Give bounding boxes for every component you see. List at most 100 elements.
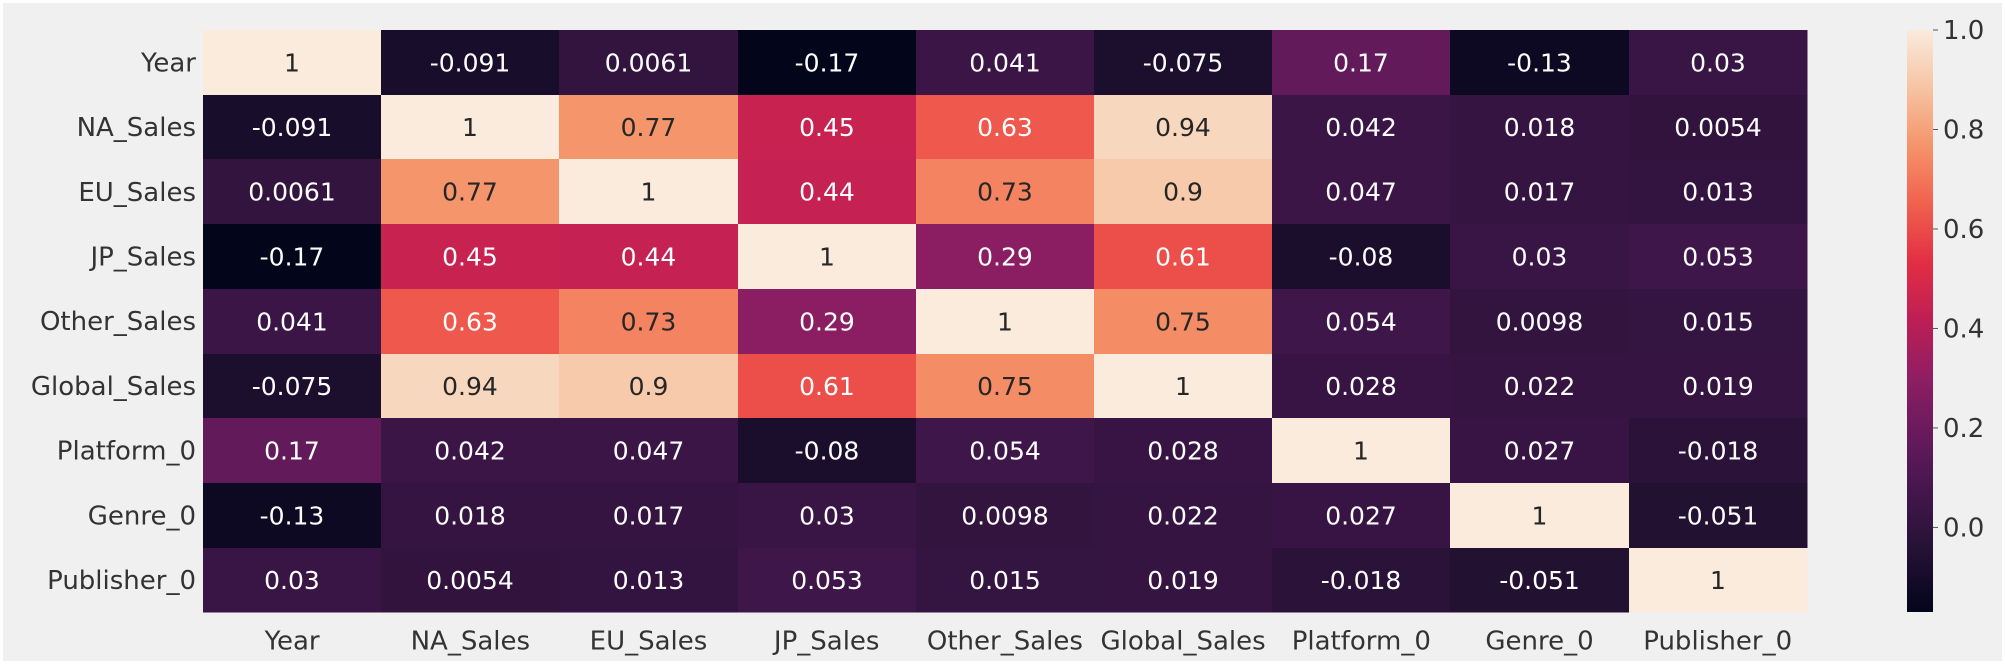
cell-value-label: 0.61 [799, 372, 855, 401]
cell-value-label: 0.29 [977, 243, 1033, 272]
cell-value-label: 0.018 [434, 502, 506, 531]
heatmap-chart: 1 -0.091 0.0061 -0.17 0.041 -0.075 0.17 -0.13 0.… [31, 16, 1985, 656]
colorbar-tick-label: 0.2 [1943, 414, 1984, 444]
heatmap-cell [1450, 30, 1630, 96]
cell-value-label: 0.017 [613, 502, 685, 531]
cell-value-label: 0.45 [799, 113, 855, 142]
heatmap-cell [1094, 483, 1273, 549]
heatmap-cell [1094, 30, 1273, 96]
heatmap-cell [1094, 95, 1273, 160]
heatmap-cell [1450, 418, 1630, 484]
heatmap-cell [559, 159, 739, 225]
heatmap-cell [1272, 483, 1451, 549]
heatmap-cell [559, 418, 739, 484]
cell-value-label: -0.17 [260, 243, 325, 272]
cell-value-label: 0.017 [1504, 178, 1576, 207]
heatmap-cell [559, 483, 739, 549]
heatmap-cell [1272, 289, 1451, 355]
y-tick-label: Other_Sales [40, 307, 196, 337]
heatmap-cell [381, 95, 560, 160]
colorbar-tick-label: 1.0 [1943, 16, 1984, 46]
cell-value-label: 0.053 [791, 566, 863, 595]
heatmap-cell [1272, 224, 1451, 290]
y-tick-label: JP_Sales [88, 242, 196, 272]
heatmap-cell [1272, 548, 1451, 613]
heatmap-cell [738, 30, 917, 96]
heatmap-cell [1272, 95, 1451, 160]
x-tick-label: Genre_0 [1485, 626, 1593, 656]
cell-value-label: 0.019 [1147, 566, 1219, 595]
cell-value-label: 0.0054 [426, 566, 513, 595]
cell-value-label: 0.73 [977, 178, 1033, 207]
cell-value-label: 0.29 [799, 308, 855, 337]
x-tick-label: Other_Sales [927, 626, 1083, 656]
cell-value-label: 0.0061 [605, 49, 692, 78]
x-tick-label: Platform_0 [1292, 626, 1431, 656]
heatmap-cell [1629, 354, 1808, 419]
cell-value-label: 1 [1532, 502, 1548, 531]
cell-value-label: 1 [641, 178, 657, 207]
cell-value-label: -0.091 [252, 113, 333, 142]
heatmap-cell [559, 354, 739, 419]
cell-value-label: 0.03 [1512, 243, 1568, 272]
cell-value-label: 0.013 [1682, 178, 1754, 207]
cell-value-label: 1 [284, 49, 300, 78]
heatmap-cell [1629, 548, 1808, 613]
cell-value-label: 0.63 [442, 308, 498, 337]
cell-value-label: 0.77 [442, 178, 498, 207]
heatmap-cell [1094, 418, 1273, 484]
colorbar-tick-label: 0.0 [1943, 513, 1984, 543]
cell-value-label: 0.028 [1325, 372, 1397, 401]
cell-value-label: 0.054 [1325, 308, 1397, 337]
heatmap-cell [1272, 30, 1451, 96]
heatmap-cell [203, 548, 382, 613]
cell-value-label: 0.9 [1163, 178, 1203, 207]
cell-value-label: 1 [1710, 566, 1726, 595]
heatmap-cell [1629, 30, 1808, 96]
cell-value-label: 0.027 [1504, 437, 1576, 466]
y-tick-label: EU_Sales [78, 178, 196, 208]
heatmap-cell [916, 548, 1095, 613]
cell-value-label: 0.019 [1682, 372, 1754, 401]
heatmap-cell [203, 95, 382, 160]
cell-value-label: 0.013 [613, 566, 685, 595]
heatmap-cell [738, 483, 917, 549]
cell-value-label: -0.13 [1507, 49, 1572, 78]
cell-value-label: 1 [462, 113, 478, 142]
y-tick-label: Genre_0 [88, 501, 196, 531]
cell-value-label: 0.018 [1504, 113, 1576, 142]
heatmap-cell [203, 159, 382, 225]
cell-value-label: 0.041 [256, 308, 328, 337]
cell-value-label: -0.075 [252, 372, 333, 401]
y-tick-label: Year [140, 48, 196, 78]
heatmap-cell [1450, 95, 1630, 160]
heatmap-cell [1094, 548, 1273, 613]
cell-value-label: 0.75 [977, 372, 1033, 401]
cell-value-label: -0.051 [1499, 566, 1580, 595]
cell-value-label: 0.0054 [1674, 113, 1761, 142]
heatmap-cell [381, 418, 560, 484]
heatmap-cell [738, 95, 917, 160]
heatmap-cell [1272, 418, 1451, 484]
cell-value-label: 0.0061 [248, 178, 335, 207]
heatmap-cell [381, 224, 560, 290]
x-tick-label: NA_Sales [411, 626, 530, 656]
cell-value-label: 0.94 [1155, 113, 1211, 142]
cell-value-label: 0.027 [1325, 502, 1397, 531]
cell-value-label: 0.73 [621, 308, 677, 337]
cell-value-label: 0.61 [1155, 243, 1211, 272]
heatmap-cell [916, 159, 1095, 225]
cell-value-label: -0.018 [1678, 437, 1759, 466]
cell-value-label: 1 [997, 308, 1013, 337]
cell-value-label: -0.13 [260, 502, 325, 531]
cell-value-label: 0.63 [977, 113, 1033, 142]
cell-value-label: 0.015 [1682, 308, 1754, 337]
heatmap-cell [738, 224, 917, 290]
cell-value-label: 0.44 [621, 243, 677, 272]
x-tick-label: EU_Sales [590, 626, 708, 656]
cell-annotations: 1 -0.091 0.0061 -0.17 0.041 -0.075 0.17 -0.13 0.… [248, 49, 1761, 596]
cell-value-label: 0.0098 [1496, 308, 1583, 337]
heatmap-cell [203, 224, 382, 290]
cell-value-label: 0.03 [1690, 49, 1746, 78]
heatmap-cell [381, 159, 560, 225]
